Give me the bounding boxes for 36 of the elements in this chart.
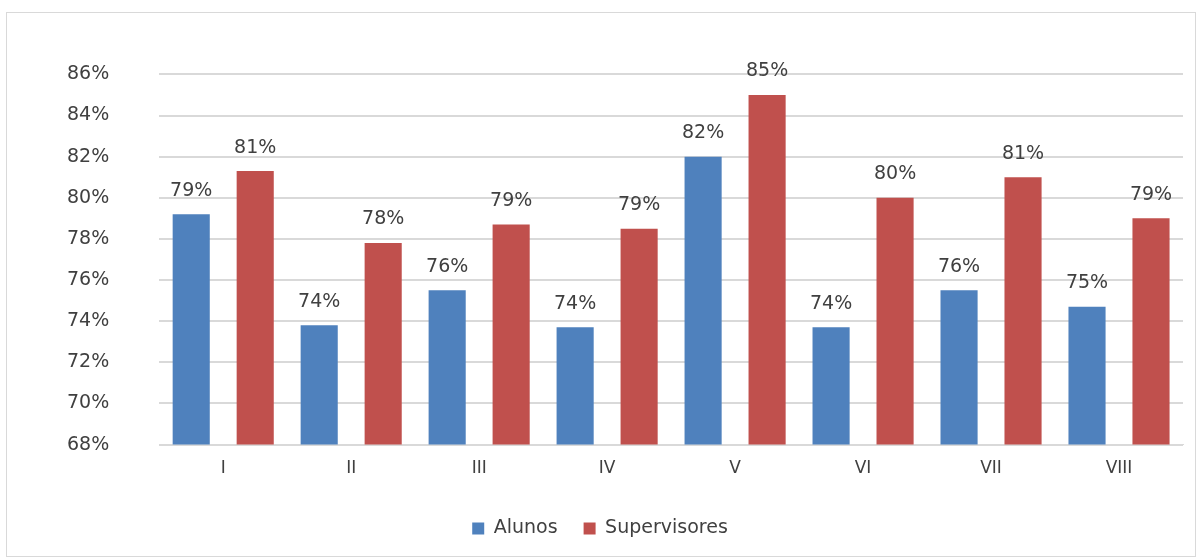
data-label: 76% <box>937 253 981 276</box>
y-tick-label: 82% <box>67 143 110 166</box>
data-label: 79% <box>490 187 533 210</box>
data-label: 76% <box>426 253 469 276</box>
legend-label: Supervisores <box>605 515 728 538</box>
data-label: 85% <box>745 58 789 81</box>
y-tick-label: 68% <box>67 431 110 454</box>
data-label: 79% <box>1129 181 1173 204</box>
data-label: 78% <box>362 206 405 229</box>
data-label: 79% <box>618 192 661 215</box>
y-tick-label: 76% <box>67 267 110 289</box>
y-tick-label: 74% <box>67 308 110 331</box>
x-tick-label: IV <box>598 457 616 478</box>
y-tick-label: 78% <box>67 225 110 248</box>
x-tick-label: VIII <box>1105 457 1133 478</box>
data-label: 81% <box>234 134 277 157</box>
x-tick-label: II <box>346 457 357 478</box>
data-label: 79% <box>170 177 213 200</box>
y-tick-label: 84% <box>67 102 110 125</box>
y-tick-label: 70% <box>67 390 110 413</box>
y-tick-label: 72% <box>67 349 110 372</box>
x-tick-label: I <box>220 457 226 478</box>
y-tick-label: 80% <box>67 184 110 207</box>
y-tick-label: 86% <box>67 61 110 84</box>
data-label: 74% <box>554 290 597 313</box>
x-tick-label: VII <box>980 457 1002 478</box>
x-tick-label: III <box>471 457 487 478</box>
x-tick-label: VI <box>854 457 872 478</box>
data-label: 80% <box>873 161 917 184</box>
data-label: 74% <box>809 290 853 313</box>
data-label: 74% <box>298 288 341 311</box>
data-label: 82% <box>681 120 725 143</box>
data-label: 81% <box>1001 140 1045 163</box>
data-label: 75% <box>1065 270 1109 293</box>
x-tick-label: V <box>729 457 742 478</box>
legend-label: Alunos <box>493 515 558 538</box>
